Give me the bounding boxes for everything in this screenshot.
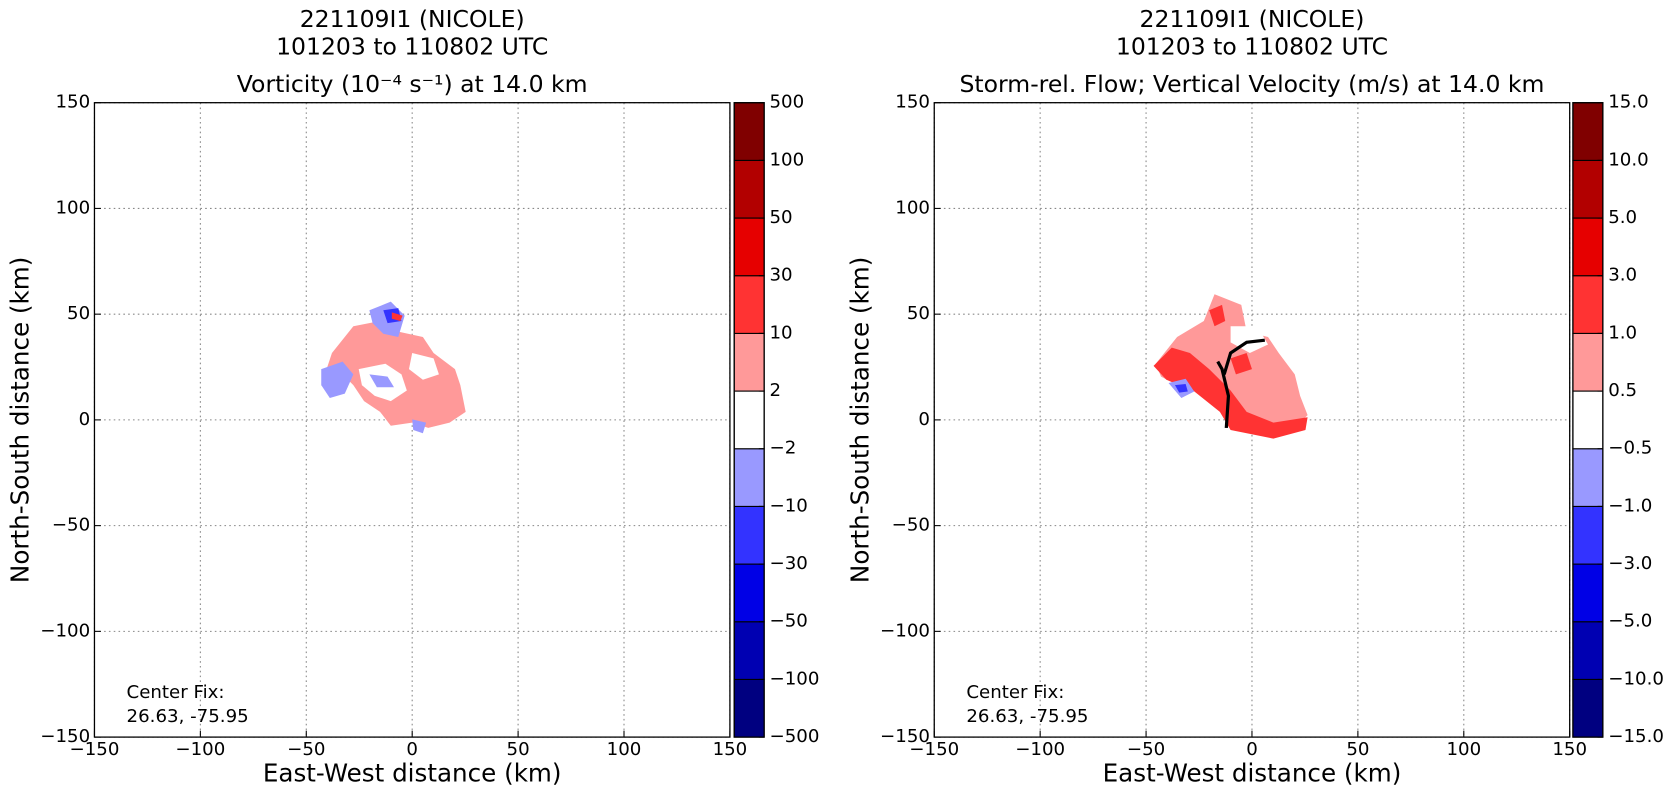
y-tick-label: 50 <box>67 303 90 324</box>
x-tick-label: −150 <box>909 739 959 760</box>
y-tick-label: 0 <box>79 409 91 430</box>
colorbar-label: 30 <box>769 265 792 286</box>
colorbar-label: 50 <box>769 207 792 228</box>
colorbar-label: −1.0 <box>1608 495 1652 516</box>
x-tick-label: 150 <box>713 739 748 760</box>
colorbar-bin <box>1572 563 1604 623</box>
chart-title: Storm-rel. Flow; Vertical Velocity (m/s)… <box>960 70 1545 98</box>
colorbar-bin <box>733 332 765 392</box>
colorbar-bin <box>733 505 765 565</box>
colorbar-bin <box>733 621 765 680</box>
colorbar-label: −10.0 <box>1608 668 1664 689</box>
y-axis-label: North-South distance (km) <box>6 257 35 583</box>
y-tick-label: 0 <box>918 409 930 430</box>
x-tick-label: −150 <box>69 739 119 760</box>
annotation: Center Fix: <box>127 682 225 703</box>
colorbar-bin <box>1572 217 1604 277</box>
colorbar-bin <box>1572 275 1604 334</box>
y-tick-label: −100 <box>40 620 90 641</box>
colorbar-bin <box>1572 159 1604 219</box>
x-tick-label: 150 <box>1552 739 1587 760</box>
colorbar-label: 5.0 <box>1608 207 1637 228</box>
plot-frame <box>93 102 731 738</box>
colorbar-label: 1.0 <box>1608 322 1637 343</box>
colorbar-label: −50 <box>769 611 807 632</box>
colorbar-label: −15.0 <box>1608 726 1664 747</box>
x-tick-label: 0 <box>406 739 418 760</box>
colorbar-label: 500 <box>769 92 804 113</box>
colorbar-label: −3.0 <box>1608 553 1652 574</box>
chart-title: 221109I1 (NICOLE) <box>1140 5 1365 33</box>
x-tick-label: 0 <box>1246 739 1258 760</box>
colorbar-bin <box>733 275 765 334</box>
colorbar-label: −2 <box>769 438 796 459</box>
y-tick-label: −50 <box>52 515 90 536</box>
colorbar-bin <box>1572 448 1604 507</box>
x-tick-label: 100 <box>607 739 642 760</box>
colorbar-bin <box>733 563 765 623</box>
colorbar-label: −500 <box>769 726 819 747</box>
y-tick-label: 150 <box>895 92 930 113</box>
x-tick-label: −50 <box>287 739 325 760</box>
colorbar-frame <box>1572 102 1604 738</box>
colorbar-bin <box>733 217 765 277</box>
colorbar-label: 3.0 <box>1608 265 1637 286</box>
y-tick-label: −50 <box>892 515 930 536</box>
chart-title: 101203 to 110802 UTC <box>1116 33 1388 61</box>
x-axis-label: East-West distance (km) <box>263 759 562 788</box>
y-tick-label: −150 <box>40 726 90 747</box>
colorbar-label: −0.5 <box>1608 438 1652 459</box>
y-tick-label: 50 <box>907 303 930 324</box>
colorbar-label: 10.0 <box>1608 149 1648 170</box>
contour-fill <box>321 301 466 434</box>
y-tick-label: −100 <box>880 620 930 641</box>
colorbar-label: 10 <box>769 322 792 343</box>
colorbar-bin <box>1572 621 1604 680</box>
colorbar-label: −30 <box>769 553 807 574</box>
chart-title: 101203 to 110802 UTC <box>276 33 548 61</box>
colorbar-label: −100 <box>769 668 819 689</box>
colorbar-frame <box>733 102 765 738</box>
colorbar-label: 15.0 <box>1608 92 1648 113</box>
contour-fill <box>1153 294 1308 439</box>
y-tick-label: 100 <box>55 197 90 218</box>
y-tick-label: 100 <box>895 197 930 218</box>
colorbar-label: −10 <box>769 495 807 516</box>
x-tick-label: 50 <box>507 739 530 760</box>
colorbar-label: −5.0 <box>1608 611 1652 632</box>
y-axis-label: North-South distance (km) <box>846 257 875 583</box>
colorbar-label: 100 <box>769 149 804 170</box>
annotation: Center Fix: <box>966 682 1064 703</box>
colorbar-bin <box>733 390 765 450</box>
colorbar-bin <box>733 448 765 507</box>
x-tick-label: −100 <box>1015 739 1065 760</box>
x-axis-label: East-West distance (km) <box>1103 759 1402 788</box>
colorbar-label: 2 <box>769 380 781 401</box>
colorbar-bin <box>733 678 765 738</box>
annotation: 26.63, -75.95 <box>966 706 1088 727</box>
colorbar-bin <box>1572 505 1604 565</box>
chart-title: 221109I1 (NICOLE) <box>300 5 525 33</box>
plot-frame <box>933 102 1571 738</box>
y-tick-label: −150 <box>880 726 930 747</box>
colorbar-bin <box>1572 390 1604 450</box>
colorbar-label: 0.5 <box>1608 380 1637 401</box>
colorbar-bin <box>1572 102 1604 161</box>
x-tick-label: 50 <box>1346 739 1369 760</box>
chart-title: Vorticity (10⁻⁴ s⁻¹) at 14.0 km <box>237 70 588 98</box>
colorbar-bin <box>733 102 765 161</box>
x-tick-label: 100 <box>1446 739 1481 760</box>
colorbar-bin <box>1572 332 1604 392</box>
annotation: 26.63, -75.95 <box>127 706 249 727</box>
x-tick-label: −100 <box>175 739 225 760</box>
x-tick-label: −50 <box>1127 739 1165 760</box>
colorbar-bin <box>1572 678 1604 738</box>
colorbar-bin <box>733 159 765 219</box>
y-tick-label: 150 <box>55 92 90 113</box>
